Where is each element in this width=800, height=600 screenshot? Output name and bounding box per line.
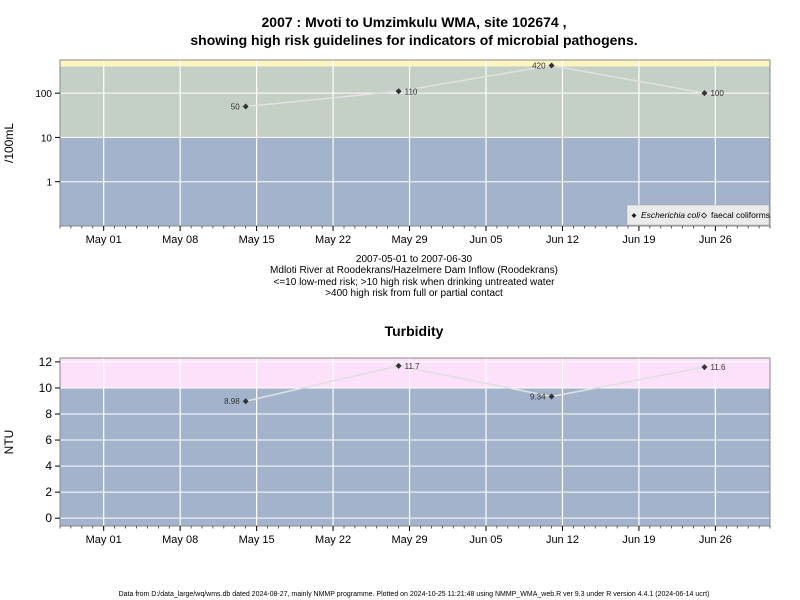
series-line: [245, 64, 705, 108]
data-point: [242, 103, 249, 110]
risk-band-1: [60, 66, 770, 138]
data-label: 11.6: [710, 363, 726, 372]
chart-title-line1: 2007 : Mvoti to Umzimkulu WMA, site 1026…: [262, 14, 567, 30]
plot-frame: [59, 357, 771, 527]
y-axis-label: /100mL: [2, 123, 16, 163]
x-tick-label: May 15: [239, 534, 275, 546]
data-point: [395, 88, 402, 95]
x-tick-label: Jun 12: [546, 234, 579, 246]
x-tick-label: Jun 05: [469, 534, 502, 546]
x-tick-label: May 22: [315, 534, 351, 546]
caption-guideline-drinking: <=10 low-med risk; >10 high risk when dr…: [274, 277, 556, 288]
data-label: 9.34: [530, 393, 546, 402]
data-label: 420: [532, 62, 546, 71]
data-label: 8.98: [224, 397, 240, 406]
data-label: 110: [405, 87, 418, 96]
gridlines: [60, 60, 770, 226]
x-tick-label: May 08: [162, 234, 198, 246]
turbidity-chart-panel: 8.98 11.7 9.34 11.6 May 01 May 08 May 15 May 2…: [2, 355, 771, 546]
x-tick-label: May 01: [86, 234, 122, 246]
y-tick-label: 12: [39, 355, 53, 369]
x-axis: May 01 May 08 May 15 May 22 May 29 Jun 05 Jun …: [59, 526, 771, 546]
x-tick-label: May 15: [239, 234, 275, 246]
y-tick-label: 1: [46, 178, 52, 189]
x-tick-label: May 29: [391, 234, 427, 246]
x-tick-label: Jun 19: [622, 534, 655, 546]
x-tick-label: Jun 05: [469, 234, 502, 246]
legend-marker-filled-diamond: [631, 213, 637, 218]
data-point: [548, 393, 555, 400]
y-tick-label: 10: [41, 133, 53, 144]
x-tick-label: Jun 19: [622, 234, 655, 246]
data-point: [548, 62, 555, 69]
legend-box: [626, 204, 770, 226]
data-point: [701, 364, 708, 371]
x-tick-label: Jun 26: [699, 234, 732, 246]
legend-label-faecal-coliforms: faecal coliforms: [711, 210, 770, 220]
series-line: [245, 364, 705, 403]
series-layer: 8.98 11.7 9.34 11.6: [224, 362, 726, 406]
x-tick-label: May 29: [391, 534, 427, 546]
x-tick-label: Jun 12: [546, 534, 579, 546]
caption-guideline-contact: >400 high risk from full or partial cont…: [325, 288, 503, 299]
caption-date-range: 2007-05-01 to 2007-06-30: [356, 254, 473, 265]
legend-label-ecoli: Escherichia coli: [641, 210, 701, 220]
chart-title-line2: showing high risk guidelines for indicat…: [190, 32, 637, 48]
y-axis: 1 10 100: [35, 89, 60, 189]
risk-bands: [60, 60, 770, 226]
risk-bands: [60, 358, 770, 526]
legend: Escherichia coli faecal coliforms: [626, 204, 770, 226]
legend-marker-open-diamond: [700, 212, 708, 219]
data-point: [242, 398, 249, 405]
data-point: [395, 362, 402, 369]
gridlines: [60, 358, 770, 526]
series-layer: 50 110 420 100: [231, 62, 725, 112]
y-tick-label: 2: [45, 485, 52, 499]
risk-band-0: [60, 387, 770, 526]
data-label: 11.7: [405, 362, 421, 371]
y-axis-label: NTU: [2, 430, 16, 455]
y-tick-label: 100: [35, 89, 52, 100]
risk-band-2: [60, 60, 770, 67]
y-tick-label: 6: [45, 433, 52, 447]
turbidity-title: Turbidity: [385, 323, 444, 339]
risk-band-1: [60, 358, 770, 388]
data-point: [701, 90, 708, 97]
y-tick-label: 4: [45, 459, 52, 473]
x-tick-label: May 08: [162, 534, 198, 546]
data-label: 100: [710, 89, 724, 98]
footer-note: Data from D:/data_large/wq/wms.db dated …: [119, 591, 710, 598]
plot-frame: [59, 59, 771, 227]
y-axis: 0 2 4 6 8 10 12: [39, 355, 60, 525]
y-tick-label: 10: [39, 381, 53, 395]
x-tick-label: May 01: [86, 534, 122, 546]
x-tick-label: May 22: [315, 234, 351, 246]
caption-site: Mdloti River at Roodekrans/Hazelmere Dam…: [270, 265, 558, 276]
x-tick-label: Jun 26: [699, 534, 732, 546]
x-axis: May 01 May 08 May 15 May 22 May 29 Jun 05 Jun …: [59, 226, 771, 246]
data-label: 50: [231, 102, 240, 111]
y-tick-label: 8: [45, 407, 52, 421]
y-tick-label: 0: [45, 511, 52, 525]
